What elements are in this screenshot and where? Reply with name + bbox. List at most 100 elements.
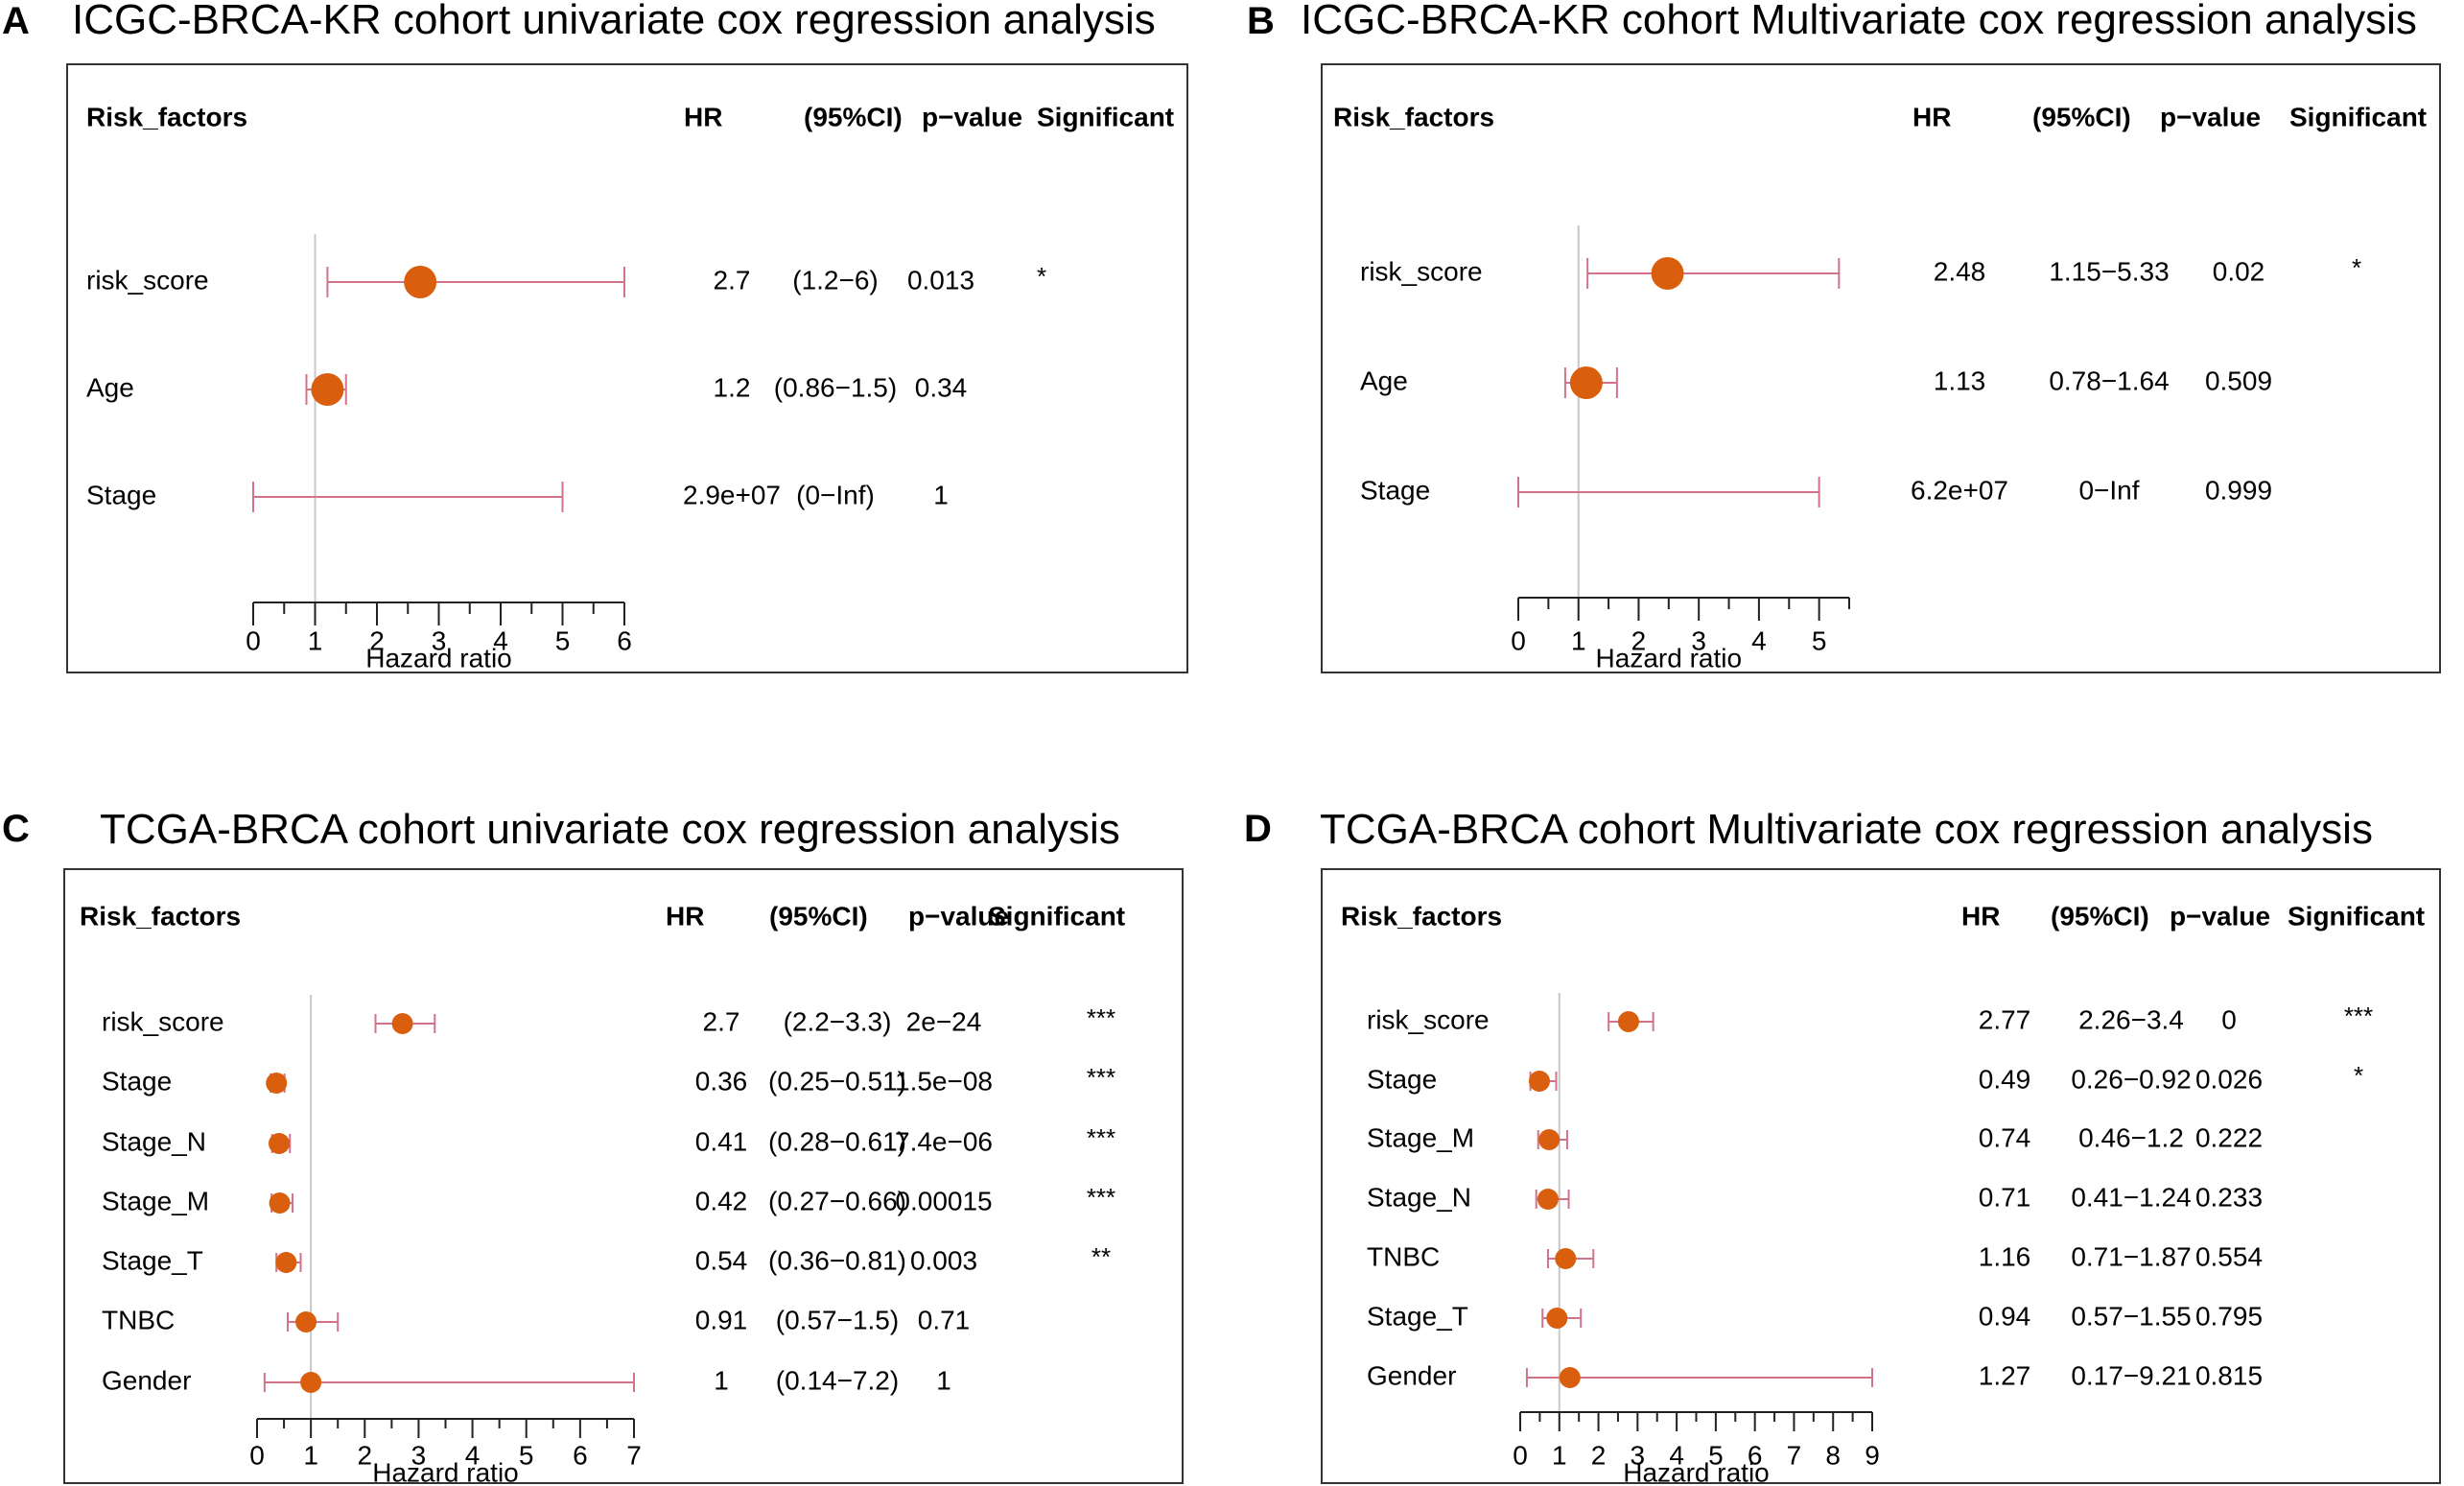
x-tick-label: 7 <box>1787 1440 1802 1470</box>
x-tick-label: 4 <box>1751 625 1767 655</box>
x-tick-label: 6 <box>617 625 632 655</box>
header-p: p−value <box>908 901 1009 931</box>
factor-label: Age <box>86 372 134 402</box>
factor-label: Stage_T <box>102 1245 203 1275</box>
panel-label-d: D <box>1244 808 1272 850</box>
p-value: 0.026 <box>2195 1064 2263 1094</box>
p-value: 0.02 <box>2213 256 2265 286</box>
x-tick-label: 5 <box>1708 1440 1724 1470</box>
forest-plot-b: Risk_factors HR (95%CI) p−value Significant r… <box>1333 102 2427 672</box>
factor-label: Gender <box>1367 1360 1456 1390</box>
hr-point <box>1537 1189 1559 1210</box>
forest-panel-c: Risk_factors HR (95%CI) p−value Significant r… <box>63 868 1184 1484</box>
hr-point <box>1559 1367 1581 1388</box>
factor-label: Stage_N <box>102 1126 206 1156</box>
x-tick-label: 3 <box>432 625 447 655</box>
hr-value: 1.2 <box>714 372 751 402</box>
panel-title-c: TCGA-BRCA cohort univariate cox regressi… <box>100 806 1120 853</box>
x-tick-label: 1 <box>1552 1440 1567 1470</box>
hr-value: 6.2e+07 <box>1911 475 2008 505</box>
hr-point <box>1546 1308 1568 1329</box>
p-value: 0.71 <box>918 1305 971 1334</box>
p-value: 1 <box>933 480 949 509</box>
hr-value: 0.91 <box>695 1305 748 1334</box>
header-ci: (95%CI) <box>2032 102 2131 131</box>
x-tick-label: 8 <box>1825 1440 1841 1470</box>
ci-value: 2.26−3.4 <box>2078 1004 2184 1034</box>
factor-label: TNBC <box>1367 1241 1440 1271</box>
hr-value: 0.36 <box>695 1066 748 1096</box>
p-value: 0.222 <box>2195 1122 2263 1152</box>
x-tick-label: 4 <box>1669 1440 1684 1470</box>
hr-point <box>1538 1129 1561 1150</box>
x-tick-label: 6 <box>1748 1440 1763 1470</box>
hr-point <box>1555 1248 1577 1269</box>
x-axis-label: Hazard ratio <box>1596 643 1743 672</box>
ci-value: 1.15−5.33 <box>2049 256 2169 286</box>
forest-plot-a: Risk_factors HR (95%CI) p−value Significant r… <box>86 102 1174 672</box>
x-tick-label: 0 <box>1513 1440 1528 1470</box>
x-tick-label: 9 <box>1865 1440 1880 1470</box>
significance-mark: *** <box>1087 1063 1115 1092</box>
factor-label: Stage <box>1360 475 1430 505</box>
panel-title-a: ICGC-BRCA-KR cohort univariate cox regre… <box>72 0 1156 43</box>
header-hr: HR <box>666 901 704 931</box>
ci-value: 0−Inf <box>2078 475 2139 505</box>
hr-point <box>269 1192 291 1214</box>
ci-value: 0.26−0.92 <box>2071 1064 2191 1094</box>
panel-label-a: A <box>2 0 30 42</box>
x-tick-label: 4 <box>465 1440 481 1470</box>
header-sig: Significant <box>2289 102 2427 131</box>
ci-value: (0.57−1.5) <box>776 1305 899 1334</box>
ci-value: (0.28−0.61) <box>768 1126 906 1156</box>
p-value: 0.509 <box>2205 366 2272 395</box>
significance-mark: *** <box>1087 1003 1115 1032</box>
forest-panel-d: Risk_factors HR (95%CI) p−value Significant r… <box>1321 868 2441 1484</box>
x-axis-label: Hazard ratio <box>372 1457 519 1482</box>
significance-mark: * <box>1037 262 1046 291</box>
x-tick-label: 2 <box>369 625 385 655</box>
hr-point <box>1617 1011 1639 1032</box>
x-tick-label: 7 <box>626 1440 642 1470</box>
hr-value: 0.42 <box>695 1186 748 1215</box>
hr-point <box>295 1311 317 1333</box>
factor-label: Stage <box>86 480 156 509</box>
header-hr: HR <box>684 102 722 131</box>
ci-value: 0.46−1.2 <box>2078 1122 2184 1152</box>
x-tick-label: 1 <box>303 1440 318 1470</box>
significance-mark: *** <box>1087 1123 1115 1152</box>
ci-value: (2.2−3.3) <box>784 1006 892 1036</box>
header-factor: Risk_factors <box>80 901 241 931</box>
p-value: 0 <box>2221 1004 2237 1034</box>
hr-value: 1 <box>714 1365 729 1395</box>
p-value: 1.5e−08 <box>895 1066 993 1096</box>
header-hr: HR <box>1913 102 1951 131</box>
x-tick-label: 5 <box>555 625 571 655</box>
hr-point <box>391 1013 413 1034</box>
x-tick-label: 5 <box>1812 625 1827 655</box>
p-value: 0.34 <box>915 372 968 402</box>
hr-value: 2.9e+07 <box>683 480 781 509</box>
header-p: p−value <box>2160 102 2261 131</box>
x-tick-label: 3 <box>1631 1440 1646 1470</box>
ci-value: (0−Inf) <box>796 480 875 509</box>
hr-point <box>1528 1071 1550 1092</box>
header-p: p−value <box>922 102 1022 131</box>
header-sig: Significant <box>2288 901 2425 931</box>
hr-point <box>1651 257 1684 290</box>
header-ci: (95%CI) <box>804 102 903 131</box>
hr-point <box>311 373 344 406</box>
hr-value: 1.13 <box>1934 366 1986 395</box>
significance-mark: *** <box>1087 1183 1115 1212</box>
ci-value: (0.27−0.66) <box>768 1186 906 1215</box>
significance-mark: * <box>2352 253 2361 282</box>
header-factor: Risk_factors <box>86 102 247 131</box>
forest-plot-d: Risk_factors HR (95%CI) p−value Significant r… <box>1341 901 2425 1482</box>
factor-label: Stage <box>102 1066 172 1096</box>
x-tick-label: 5 <box>519 1440 534 1470</box>
p-value: 0.00015 <box>895 1186 992 1215</box>
x-axis-label: Hazard ratio <box>1623 1457 1770 1482</box>
ci-value: 0.41−1.24 <box>2071 1182 2191 1212</box>
p-value: 0.999 <box>2205 475 2272 505</box>
